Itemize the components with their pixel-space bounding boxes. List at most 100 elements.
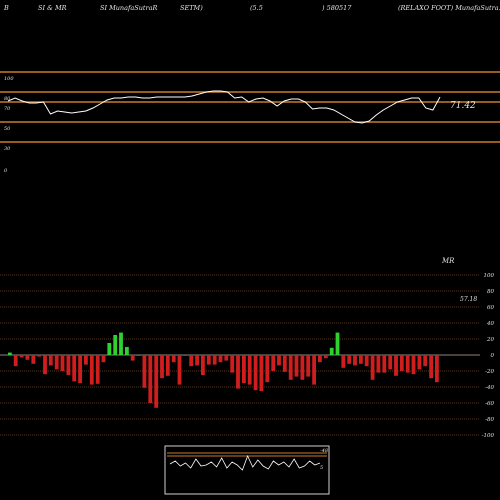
mrsi-bar (113, 335, 118, 355)
header-item: ) 580517 (322, 4, 352, 12)
mrsi-bar (399, 355, 404, 371)
mrsi-bar (370, 355, 375, 380)
mrsi-bar (423, 355, 428, 367)
rsi-line (7, 90, 441, 124)
rsi-level-label: 70 (4, 106, 11, 112)
mrsi-level-label: 20 (486, 337, 494, 343)
mrsi-level-label: 100 (484, 273, 495, 279)
mrsi-level-label: -20 (485, 369, 494, 375)
mrsi-bar (335, 332, 340, 355)
mrsi-bar (195, 355, 199, 366)
mrsi-bar (43, 355, 47, 375)
mrsi-bar (259, 355, 264, 391)
mrsi-bar (19, 355, 24, 358)
mrsi-bar (177, 355, 182, 385)
rsi-level-label: 80 (4, 96, 11, 102)
mrsi-bar (31, 355, 36, 364)
mrsi-bar (329, 347, 334, 355)
mrsi-bar (154, 355, 159, 408)
header-item: SI MunafaSutraR (100, 4, 158, 12)
rsi-level-label: 50 (4, 126, 11, 132)
mrsi-bar (25, 355, 30, 360)
rsi-level-label: 0 (4, 168, 8, 174)
mrsi-bar (125, 347, 129, 355)
mrsi-bar (318, 355, 322, 363)
mrsi-bar (66, 355, 71, 375)
mrsi-bar (160, 355, 164, 379)
mrsi-bar (405, 355, 410, 373)
mrsi-value-label: 57.18 (460, 296, 477, 303)
mrsi-bar (253, 355, 258, 391)
mrsi-bar (37, 355, 42, 357)
rsi-level-label: 100 (4, 76, 14, 82)
mrsi-level-label: 0 (491, 353, 495, 359)
rsi-level-label: 30 (4, 146, 11, 152)
mrsi-bar (8, 352, 12, 355)
mrsi-bar (312, 355, 316, 385)
mrsi-bar (95, 355, 100, 384)
mrsi-bar (376, 355, 381, 373)
mrsi-bar (230, 355, 235, 373)
mini-line (169, 454, 321, 471)
mrsi-bar (411, 355, 416, 375)
mrsi-bar (72, 355, 77, 382)
mrsi-bar (341, 355, 346, 368)
mrsi-bar (148, 355, 153, 403)
mrsi-bar (189, 355, 194, 367)
mrsi-bar (101, 355, 106, 363)
mrsi-bar (136, 355, 141, 356)
mrsi-bar (107, 343, 112, 355)
mrsi-bar (60, 355, 65, 371)
mini-label-2: 5 (320, 465, 323, 471)
mrsi-bar (84, 355, 88, 365)
mrsi-level-label: -60 (485, 401, 494, 407)
mrsi-bar (236, 355, 240, 389)
mrsi-bar (78, 355, 82, 383)
mrsi-bar (353, 355, 357, 366)
mrsi-bar (282, 355, 287, 372)
mrsi-level-label: -80 (485, 417, 494, 423)
mrsi-bar (394, 355, 398, 376)
mrsi-title: MR (441, 257, 455, 265)
mrsi-bar (271, 355, 276, 371)
mrsi-bar (429, 355, 433, 379)
mrsi-bar (206, 355, 211, 365)
mrsi-level-label: 80 (487, 289, 494, 295)
mrsi-bar (142, 355, 147, 388)
mrsi-bar (48, 355, 53, 366)
mrsi-level-label: -40 (485, 385, 494, 391)
mrsi-bar (382, 355, 387, 373)
mrsi-bar (119, 332, 123, 355)
mrsi-bar (171, 355, 176, 363)
mrsi-level-label: 40 (486, 321, 494, 327)
mrsi-bar (165, 355, 170, 376)
mrsi-bar (247, 355, 252, 385)
mrsi-bar (288, 355, 293, 380)
mrsi-level-label: 60 (487, 305, 494, 311)
mrsi-bar (130, 355, 135, 361)
mrsi-level-label: -100 (482, 433, 495, 439)
mrsi-bar (359, 355, 363, 364)
header-item: (5.5 (250, 4, 263, 12)
rsi-value-label: 71.42 (450, 101, 476, 111)
mrsi-bar (13, 355, 18, 367)
mrsi-bar (54, 355, 59, 370)
mrsi-bar (212, 355, 217, 365)
header-item: B (4, 4, 9, 12)
header-item: (RELAXO FOOT) MunafaSutra.com (398, 4, 500, 12)
mrsi-bar (201, 355, 205, 375)
mrsi-bar (388, 355, 393, 370)
mrsi-bar (89, 355, 94, 385)
header-item: SETM) (180, 4, 203, 12)
mrsi-bar (323, 355, 328, 359)
mrsi-bar (265, 355, 270, 383)
mrsi-bar (306, 355, 311, 377)
mrsi-bar (183, 355, 188, 356)
mrsi-bar (435, 355, 439, 383)
mrsi-bar (277, 355, 281, 366)
mrsi-bar (294, 355, 299, 377)
mrsi-bar (417, 355, 422, 370)
header-item: SI & MR (38, 4, 67, 12)
